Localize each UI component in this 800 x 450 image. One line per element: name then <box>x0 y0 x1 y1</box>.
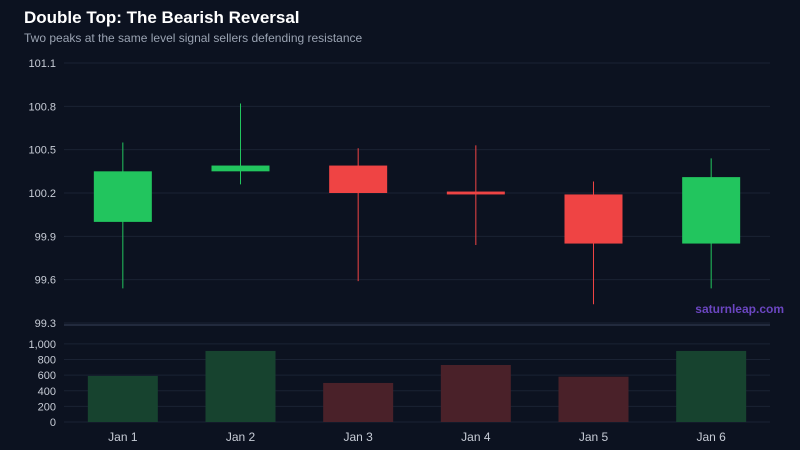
volume-bars <box>87 350 747 422</box>
price-tick-label: 100.8 <box>28 101 56 113</box>
x-tick-label: Jan 5 <box>579 430 609 444</box>
price-tick-label: 99.3 <box>35 318 56 330</box>
candle <box>682 158 741 289</box>
volume-bar <box>323 382 394 422</box>
candle-body <box>93 171 152 222</box>
price-tick-label: 99.9 <box>35 231 56 243</box>
volume-tick-label: 1,000 <box>28 339 56 351</box>
volume-bar <box>558 376 629 422</box>
x-tick-label: Jan 3 <box>343 430 373 444</box>
candle-body <box>564 194 623 244</box>
volume-tick-label: 400 <box>38 386 56 398</box>
x-tick-label: Jan 4 <box>461 430 491 444</box>
candle <box>446 145 505 245</box>
volume-axis: 1,000 800 600 400 200 0 <box>28 339 56 429</box>
x-tick-label: Jan 1 <box>108 430 138 444</box>
volume-bar <box>205 350 276 422</box>
candle-body <box>329 165 388 193</box>
volume-bar <box>676 350 747 422</box>
candle <box>329 148 388 282</box>
price-tick-label: 101.1 <box>28 58 56 70</box>
price-tick-label: 99.6 <box>35 275 56 287</box>
candles <box>93 103 741 305</box>
candle <box>211 103 270 185</box>
candle <box>564 181 623 305</box>
volume-tick-label: 200 <box>38 401 56 413</box>
candle <box>93 142 152 289</box>
price-tick-label: 100.5 <box>28 145 56 157</box>
volume-bar <box>440 364 511 422</box>
candle-body <box>446 191 505 195</box>
x-tick-label: Jan 2 <box>226 430 256 444</box>
volume-bar <box>87 375 158 422</box>
volume-tick-label: 600 <box>38 370 56 382</box>
price-axis: 101.1 100.8 100.5 100.2 99.9 99.6 99.3 <box>28 58 56 330</box>
candle-body <box>682 177 741 244</box>
watermark-text: saturnleap.com <box>695 302 784 316</box>
volume-tick-label: 800 <box>38 355 56 367</box>
volume-tick-label: 0 <box>50 417 56 429</box>
grid <box>64 62 770 423</box>
chart-subtitle: Two peaks at the same level signal selle… <box>24 31 363 45</box>
candle-body <box>211 165 270 172</box>
chart-title: Double Top: The Bearish Reversal <box>24 8 300 27</box>
x-axis: Jan 1 Jan 2 Jan 3 Jan 4 Jan 5 Jan 6 <box>108 430 726 444</box>
x-tick-label: Jan 6 <box>696 430 726 444</box>
price-tick-label: 100.2 <box>28 188 56 200</box>
